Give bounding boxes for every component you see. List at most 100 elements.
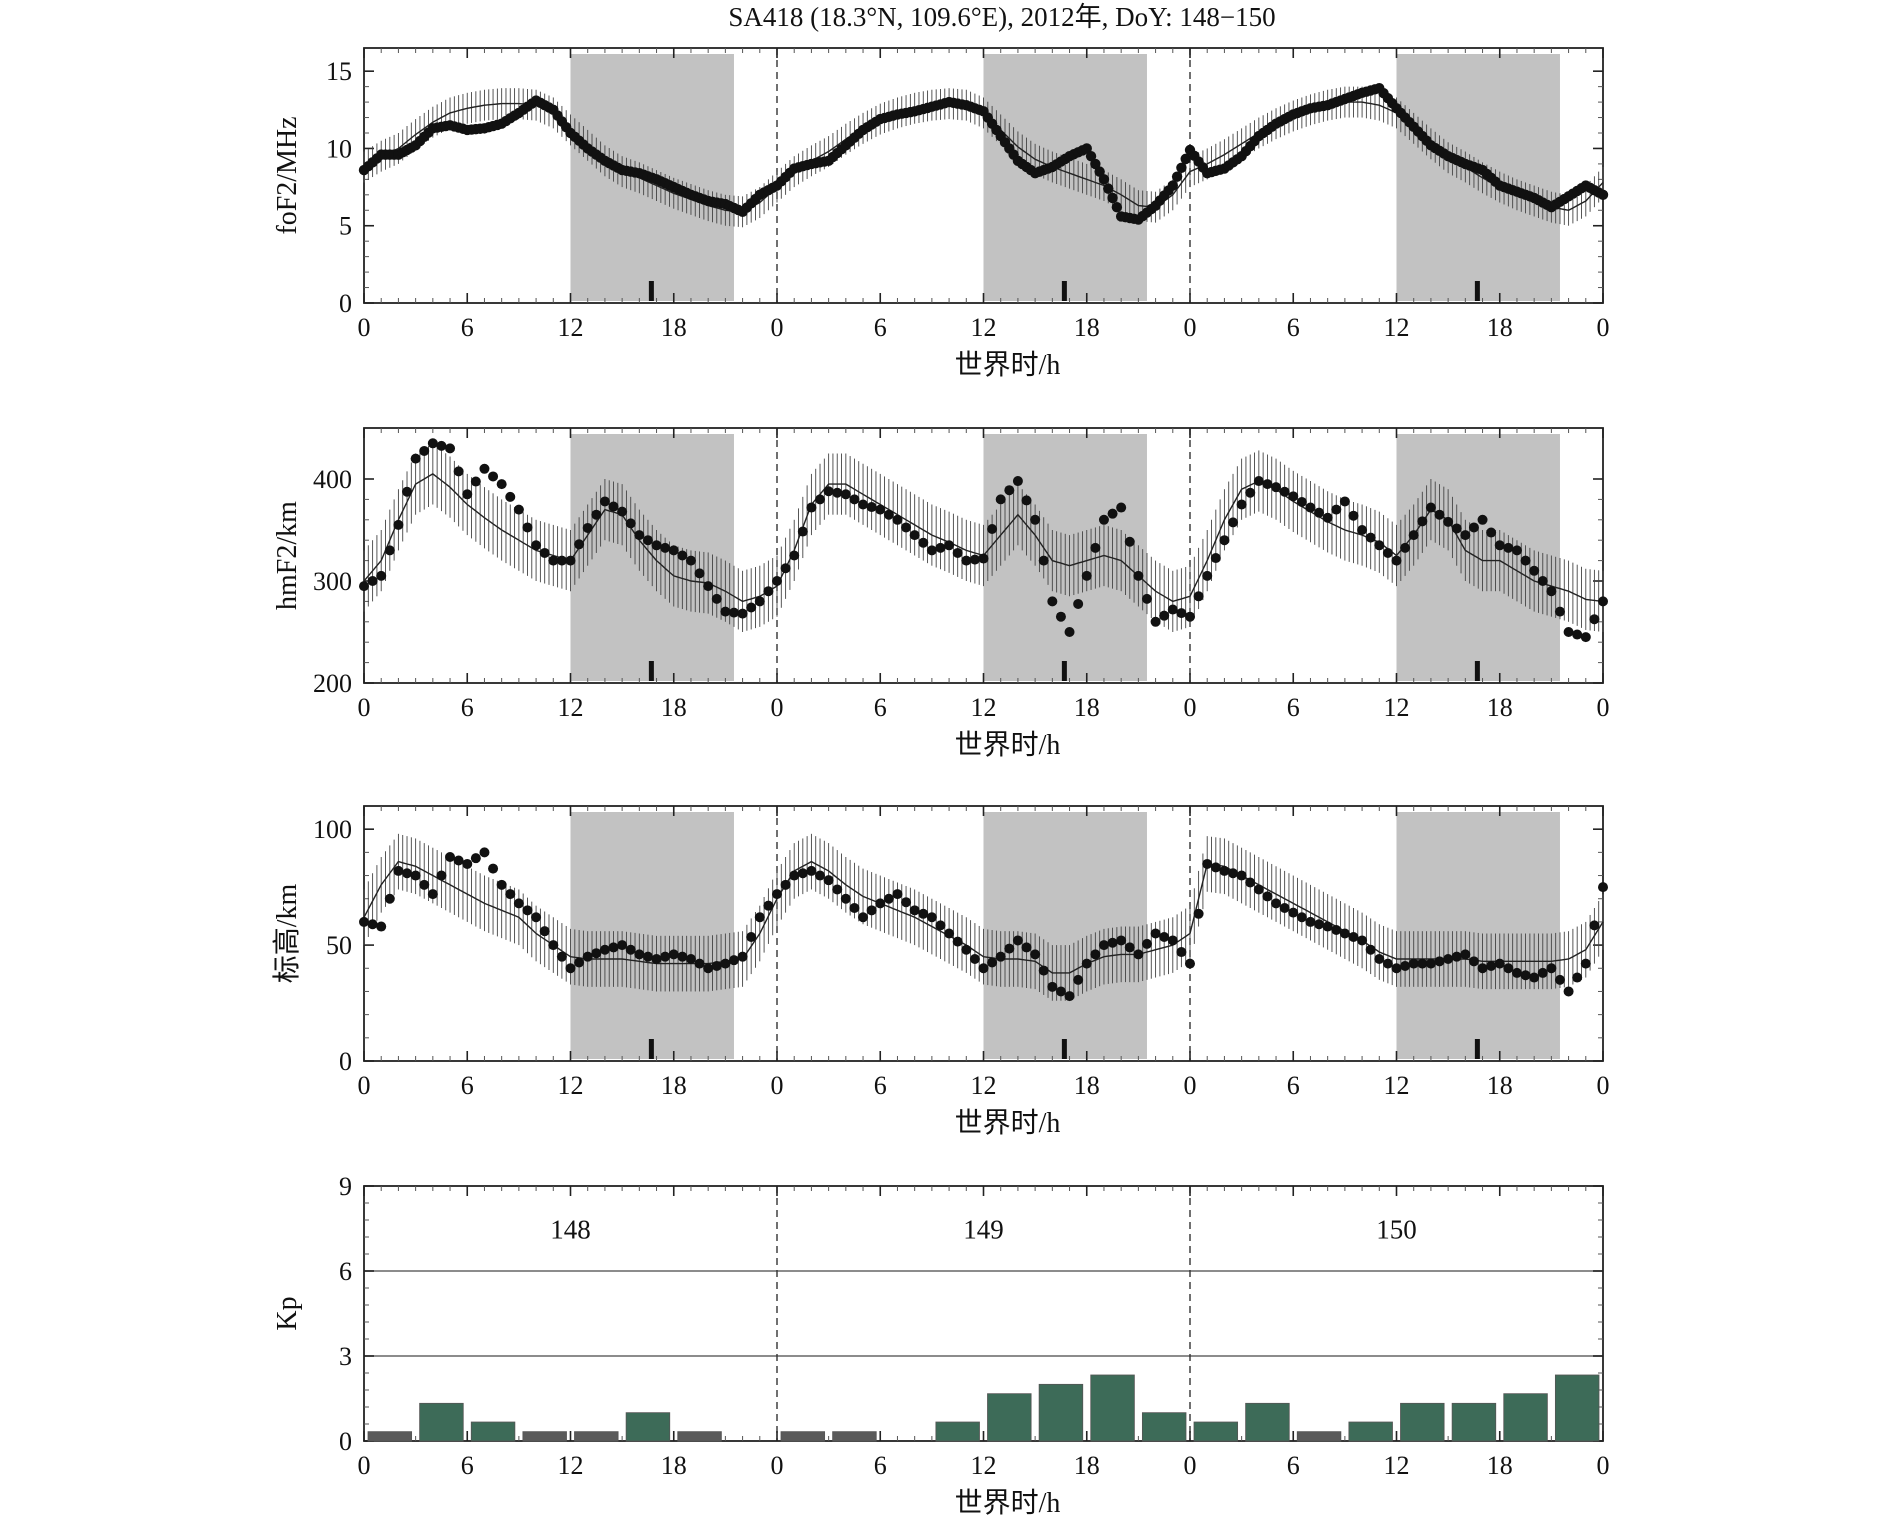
x-tick-label: 0: [1184, 693, 1197, 722]
observed-point: [711, 960, 722, 971]
observed-point: [1176, 162, 1187, 173]
observed-point: [1167, 935, 1178, 946]
observed-point: [961, 944, 972, 955]
x-tick-label: 0: [1184, 1071, 1197, 1100]
observed-point: [1193, 908, 1204, 919]
observed-point: [1477, 963, 1488, 974]
kp-bar-8: [780, 1431, 826, 1442]
x-tick-label: 6: [874, 1451, 887, 1480]
observed-point: [1064, 991, 1075, 1002]
observed-point: [1314, 919, 1325, 930]
observed-point: [995, 951, 1006, 962]
observed-point: [1055, 611, 1066, 622]
observed-point: [1314, 507, 1325, 518]
observed-point: [728, 955, 739, 966]
observed-point: [849, 494, 860, 505]
kp-bar-11: [935, 1421, 980, 1442]
observed-point: [505, 491, 516, 502]
x-tick-label: 0: [1184, 1451, 1197, 1480]
event-marker-0: [648, 1039, 654, 1059]
observed-point: [1159, 610, 1170, 621]
observed-point: [634, 949, 645, 960]
observed-point: [789, 550, 800, 561]
kp-bar-23: [1554, 1374, 1600, 1442]
observed-point: [728, 607, 739, 618]
event-marker-1: [1061, 661, 1067, 681]
x-tick-label: 12: [1384, 313, 1410, 342]
x-tick-label: 12: [558, 1071, 584, 1100]
y-tick-label: 300: [313, 567, 352, 596]
observed-point: [1124, 536, 1135, 547]
observed-point: [780, 879, 791, 890]
observed-point: [1520, 555, 1531, 566]
observed-point: [1279, 486, 1290, 497]
observed-point: [1288, 491, 1299, 502]
kp-bar-15: [1141, 1412, 1187, 1442]
observed-point: [1111, 201, 1123, 213]
observed-point: [883, 509, 894, 520]
observed-point: [1133, 949, 1144, 960]
observed-point: [1228, 868, 1239, 879]
observed-point: [1098, 174, 1110, 185]
observed-point: [1262, 479, 1273, 490]
observed-point: [1580, 958, 1591, 969]
observed-point: [1271, 898, 1282, 909]
y-axis-label: 标高/km: [271, 884, 303, 984]
x-tick-label: 0: [1597, 693, 1610, 722]
observed-point: [1468, 956, 1479, 967]
observed-point: [1081, 143, 1092, 154]
kp-bar-3: [522, 1431, 567, 1442]
observed-point: [1107, 192, 1118, 204]
observed-point: [1004, 943, 1015, 954]
x-tick-label: 18: [1487, 693, 1513, 722]
x-tick-label: 12: [971, 1451, 997, 1480]
observed-point: [823, 875, 834, 886]
observed-point: [1047, 981, 1058, 992]
observed-point: [1176, 947, 1187, 958]
observed-point: [1073, 974, 1084, 985]
observed-point: [1503, 542, 1514, 553]
observed-point: [1090, 542, 1101, 553]
observed-point: [634, 530, 645, 541]
observed-point: [1322, 921, 1333, 932]
observed-point: [1296, 496, 1307, 507]
observed-point: [815, 494, 826, 505]
observed-point: [1124, 942, 1135, 953]
observed-point: [1460, 530, 1471, 541]
observed-point: [1589, 920, 1600, 931]
observed-point: [1529, 972, 1540, 983]
observed-point: [367, 576, 378, 586]
x-tick-label: 0: [358, 693, 371, 722]
observed-point: [935, 920, 946, 931]
observed-point: [952, 936, 963, 947]
observed-point: [582, 951, 593, 962]
observed-point: [1425, 502, 1436, 513]
observed-point: [548, 555, 559, 566]
y-tick-label: 3: [339, 1342, 352, 1371]
observed-point: [1554, 606, 1565, 617]
observed-point: [660, 542, 671, 553]
observed-point: [1085, 150, 1097, 162]
observed-point: [496, 479, 507, 490]
observed-point: [1081, 958, 1092, 969]
observed-point: [832, 487, 843, 498]
observed-point: [1374, 954, 1385, 964]
observed-point: [1331, 504, 1342, 515]
x-tick-label: 18: [661, 313, 687, 342]
observed-point: [419, 879, 430, 890]
observed-point: [1468, 522, 1479, 533]
x-tick-label: 18: [1074, 313, 1100, 342]
night-shade-1: [983, 812, 1147, 1059]
observed-point: [599, 944, 610, 955]
observed-point: [410, 870, 421, 881]
observed-point: [1176, 608, 1187, 619]
observed-point: [1598, 596, 1608, 607]
observed-point: [445, 852, 456, 862]
x-tick-label: 12: [558, 693, 584, 722]
observed-point: [1107, 508, 1118, 519]
x-tick-label: 18: [1487, 313, 1513, 342]
y-tick-label: 9: [339, 1172, 352, 1201]
observed-point: [1094, 166, 1105, 177]
x-tick-label: 12: [971, 313, 997, 342]
observed-point: [1081, 570, 1092, 581]
